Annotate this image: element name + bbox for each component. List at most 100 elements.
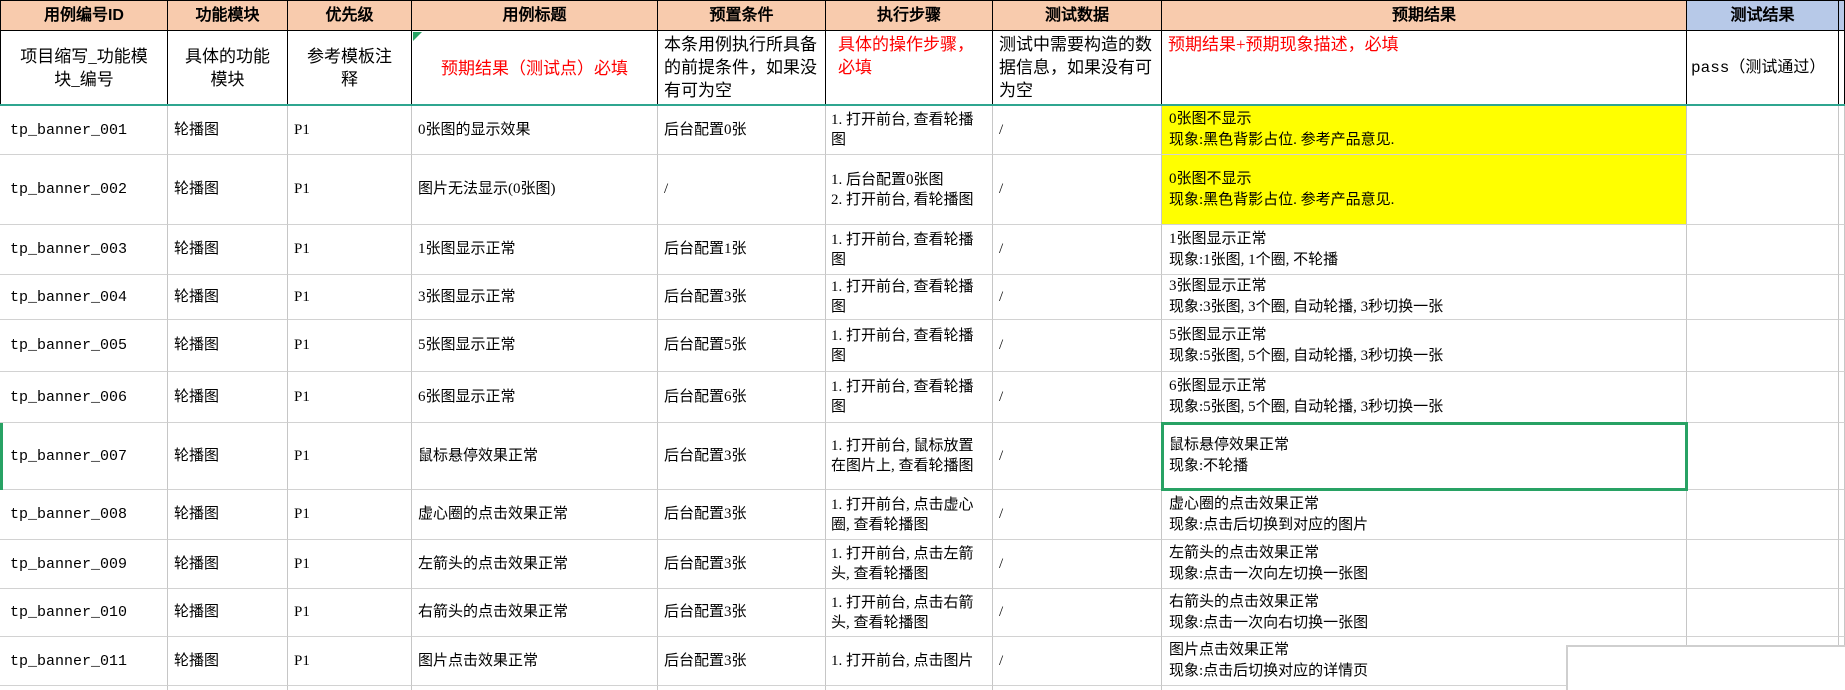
- cell-module[interactable]: 轮播图: [168, 320, 288, 372]
- cell-priority[interactable]: P1: [288, 320, 412, 372]
- cell-case-id[interactable]: tp_banner_010: [0, 589, 168, 637]
- header-cell-precondition[interactable]: 预置条件: [658, 0, 826, 31]
- cell-expected[interactable]: 图片点击效果正常 现象:点击后切换对应的详情页: [1162, 637, 1687, 686]
- cell-test-data[interactable]: /: [993, 106, 1162, 155]
- cell-case-id[interactable]: tp_banner_006: [0, 372, 168, 423]
- cell-title[interactable]: 图片无法显示(0张图): [412, 155, 658, 225]
- partial-row-cell[interactable]: [412, 686, 658, 690]
- cell-precondition[interactable]: 后台配置5张: [658, 320, 826, 372]
- cell-title[interactable]: 0张图的显示效果: [412, 106, 658, 155]
- cell-expected[interactable]: 6张图显示正常 现象:5张图, 5个圈, 自动轮播, 3秒切换一张: [1162, 372, 1687, 423]
- cell-priority[interactable]: P1: [288, 423, 412, 490]
- cell-case-id[interactable]: tp_banner_005: [0, 320, 168, 372]
- desc-cell-test-data[interactable]: 测试中需要构造的数据信息，如果没有可为空: [993, 31, 1162, 106]
- cell-module[interactable]: 轮播图: [168, 423, 288, 490]
- cell-steps[interactable]: 1. 打开前台, 点击虚心圈, 查看轮播图: [826, 490, 993, 540]
- desc-cell-module[interactable]: 具体的功能模块: [168, 31, 288, 106]
- cell-module[interactable]: 轮播图: [168, 106, 288, 155]
- cell-priority[interactable]: P1: [288, 490, 412, 540]
- cell-steps[interactable]: 1. 打开前台, 查看轮播图: [826, 372, 993, 423]
- cell-steps[interactable]: 1. 打开前台, 鼠标放置在图片上, 查看轮播图: [826, 423, 993, 490]
- cell-result[interactable]: [1687, 490, 1839, 540]
- cell-module[interactable]: 轮播图: [168, 372, 288, 423]
- cell-case-id[interactable]: tp_banner_001: [0, 106, 168, 155]
- cell-precondition[interactable]: /: [658, 155, 826, 225]
- cell-precondition[interactable]: 后台配置0张: [658, 106, 826, 155]
- cell-test-data[interactable]: /: [993, 320, 1162, 372]
- cell-result[interactable]: [1687, 540, 1839, 589]
- cell-case-id[interactable]: tp_banner_011: [0, 637, 168, 686]
- cell-priority[interactable]: P1: [288, 589, 412, 637]
- cell-module[interactable]: 轮播图: [168, 225, 288, 275]
- cell-result[interactable]: [1687, 106, 1839, 155]
- cell-title[interactable]: 鼠标悬停效果正常: [412, 423, 658, 490]
- partial-row-cell[interactable]: [826, 686, 993, 690]
- cell-precondition[interactable]: 后台配置3张: [658, 540, 826, 589]
- cell-case-id[interactable]: tp_banner_004: [0, 275, 168, 320]
- cell-expected[interactable]: 5张图显示正常 现象:5张图, 5个圈, 自动轮播, 3秒切换一张: [1162, 320, 1687, 372]
- cell-result[interactable]: [1687, 155, 1839, 225]
- cell-precondition[interactable]: 后台配置1张: [658, 225, 826, 275]
- cell-result[interactable]: [1687, 589, 1839, 637]
- cell-case-id[interactable]: tp_banner_008: [0, 490, 168, 540]
- cell-priority[interactable]: P1: [288, 540, 412, 589]
- header-cell-steps[interactable]: 执行步骤: [826, 0, 993, 31]
- cell-steps[interactable]: 1. 打开前台, 查看轮播图: [826, 320, 993, 372]
- cell-module[interactable]: 轮播图: [168, 275, 288, 320]
- header-cell-test-data[interactable]: 测试数据: [993, 0, 1162, 31]
- desc-cell-title[interactable]: 预期结果（测试点）必填: [412, 31, 658, 106]
- header-cell-case-id[interactable]: 用例编号ID: [0, 0, 168, 31]
- cell-module[interactable]: 轮播图: [168, 155, 288, 225]
- cell-steps[interactable]: 1. 打开前台, 查看轮播图: [826, 275, 993, 320]
- partial-row-cell[interactable]: [993, 686, 1162, 690]
- cell-priority[interactable]: P1: [288, 275, 412, 320]
- cell-result[interactable]: [1687, 423, 1839, 490]
- cell-case-id[interactable]: tp_banner_007: [0, 423, 168, 490]
- cell-priority[interactable]: P1: [288, 372, 412, 423]
- cell-module[interactable]: 轮播图: [168, 490, 288, 540]
- cell-priority[interactable]: P1: [288, 155, 412, 225]
- cell-result[interactable]: [1687, 275, 1839, 320]
- cell-title[interactable]: 1张图显示正常: [412, 225, 658, 275]
- cell-title[interactable]: 5张图显示正常: [412, 320, 658, 372]
- cell-title[interactable]: 图片点击效果正常: [412, 637, 658, 686]
- cell-steps[interactable]: 1. 打开前台, 查看轮播图: [826, 106, 993, 155]
- cell-title[interactable]: 6张图显示正常: [412, 372, 658, 423]
- cell-result[interactable]: [1687, 372, 1839, 423]
- cell-precondition[interactable]: 后台配置3张: [658, 275, 826, 320]
- cell-expected[interactable]: 右箭头的点击效果正常 现象:点击一次向右切换一张图: [1162, 589, 1687, 637]
- desc-cell-priority[interactable]: 参考模板注释: [288, 31, 412, 106]
- cell-case-id[interactable]: tp_banner_003: [0, 225, 168, 275]
- cell-steps[interactable]: 1. 打开前台, 点击图片: [826, 637, 993, 686]
- cell-expected[interactable]: 1张图显示正常 现象:1张图, 1个圈, 不轮播: [1162, 225, 1687, 275]
- cell-expected[interactable]: 左箭头的点击效果正常 现象:点击一次向左切换一张图: [1162, 540, 1687, 589]
- cell-precondition[interactable]: 后台配置3张: [658, 490, 826, 540]
- desc-cell-steps[interactable]: 具体的操作步骤，必填: [826, 31, 993, 106]
- cell-module[interactable]: 轮播图: [168, 589, 288, 637]
- cell-priority[interactable]: P1: [288, 225, 412, 275]
- cell-steps[interactable]: 1. 打开前台, 点击右箭头, 查看轮播图: [826, 589, 993, 637]
- cell-test-data[interactable]: /: [993, 589, 1162, 637]
- cell-expected[interactable]: 虚心圈的点击效果正常 现象:点击后切换到对应的图片: [1162, 490, 1687, 540]
- cell-test-data[interactable]: /: [993, 275, 1162, 320]
- cell-title[interactable]: 左箭头的点击效果正常: [412, 540, 658, 589]
- cell-expected[interactable]: 3张图显示正常 现象:3张图, 3个圈, 自动轮播, 3秒切换一张: [1162, 275, 1687, 320]
- cell-test-data[interactable]: /: [993, 225, 1162, 275]
- partial-row-cell[interactable]: [288, 686, 412, 690]
- cell-title[interactable]: 3张图显示正常: [412, 275, 658, 320]
- cell-title[interactable]: 右箭头的点击效果正常: [412, 589, 658, 637]
- cell-steps[interactable]: 1. 后台配置0张图 2. 打开前台, 看轮播图: [826, 155, 993, 225]
- cell-expected[interactable]: 0张图不显示 现象:黑色背影占位. 参考产品意见.: [1162, 155, 1687, 225]
- cell-steps[interactable]: 1. 打开前台, 点击左箭头, 查看轮播图: [826, 540, 993, 589]
- cell-precondition[interactable]: 后台配置3张: [658, 423, 826, 490]
- desc-cell-result[interactable]: pass（测试通过）: [1687, 31, 1839, 106]
- partial-row-cell[interactable]: [0, 686, 168, 690]
- header-cell-result[interactable]: 测试结果: [1687, 0, 1839, 31]
- cell-case-id[interactable]: tp_banner_009: [0, 540, 168, 589]
- cell-module[interactable]: 轮播图: [168, 637, 288, 686]
- desc-cell-case-id[interactable]: 项目缩写_功能模块_编号: [0, 31, 168, 106]
- partial-row-cell[interactable]: [168, 686, 288, 690]
- header-cell-module[interactable]: 功能模块: [168, 0, 288, 31]
- cell-title[interactable]: 虚心圈的点击效果正常: [412, 490, 658, 540]
- cell-test-data[interactable]: /: [993, 372, 1162, 423]
